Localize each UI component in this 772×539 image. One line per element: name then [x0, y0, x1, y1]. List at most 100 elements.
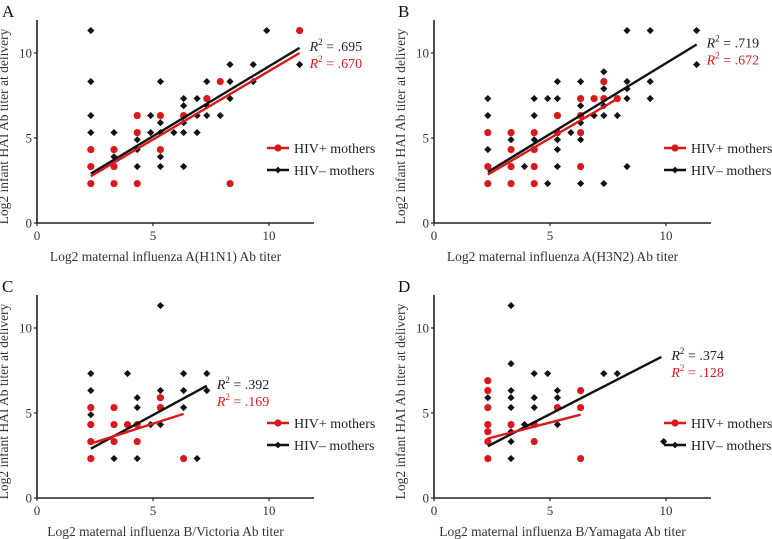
- legend-label-hiv-neg: HIV– mothers: [294, 164, 375, 179]
- data-point-hiv-neg: [156, 153, 165, 161]
- data-point-hiv-neg: [156, 77, 165, 86]
- fit-line-hiv-neg: [90, 46, 301, 175]
- data-point-hiv-neg: [577, 102, 585, 110]
- data-point-hiv-pos: [484, 403, 492, 412]
- fit-line-hiv-pos: [90, 412, 184, 445]
- data-point-hiv-pos: [507, 179, 515, 188]
- data-point-hiv-pos: [553, 111, 562, 120]
- data-point-hiv-pos: [133, 128, 141, 137]
- legend-marker-hiv-pos: [671, 144, 679, 152]
- data-point-hiv-neg: [544, 369, 552, 378]
- data-point-hiv-neg: [646, 77, 654, 86]
- data-point-hiv-neg: [180, 128, 188, 137]
- r2-label-hiv-neg: R2 = .374: [670, 346, 723, 364]
- data-point-hiv-pos: [87, 403, 95, 412]
- data-point-hiv-neg: [600, 369, 608, 378]
- series-hiv-pos-points: [484, 377, 585, 463]
- data-point-hiv-neg: [613, 111, 621, 120]
- series-hiv-pos-points: [87, 26, 304, 188]
- x-axis-title: Log2 maternal influenza B/Yamagata Ab ti…: [439, 524, 686, 539]
- panel-d: D 0 5 10 0 5 10 Log2 maternal influenza B/Yamag…: [393, 277, 772, 539]
- data-point-hiv-neg: [520, 420, 529, 429]
- data-point-hiv-neg: [530, 94, 538, 103]
- data-point-hiv-neg: [507, 301, 515, 310]
- x-tick-label: 0: [34, 503, 41, 518]
- data-point-hiv-neg: [577, 136, 585, 144]
- x-tick-label: 0: [431, 228, 438, 243]
- legend: HIV+ mothers HIV– mothers: [664, 417, 772, 454]
- data-point-hiv-pos: [590, 94, 598, 103]
- x-tick-label: 5: [547, 228, 554, 243]
- data-point-hiv-neg: [156, 119, 165, 127]
- data-point-hiv-pos: [87, 420, 95, 429]
- data-point-hiv-neg: [170, 128, 178, 137]
- legend-label-hiv-pos: HIV+ mothers: [294, 417, 375, 432]
- data-point-hiv-pos: [577, 386, 585, 395]
- data-point-hiv-neg: [484, 394, 492, 402]
- fit-line-hiv-pos: [487, 413, 581, 440]
- data-point-hiv-neg: [203, 386, 211, 395]
- data-point-hiv-neg: [553, 394, 562, 402]
- data-point-hiv-neg: [156, 301, 165, 310]
- data-point-hiv-neg: [203, 77, 211, 86]
- r2-label-hiv-neg: R2 = .392: [216, 375, 269, 393]
- data-point-hiv-neg: [87, 26, 95, 35]
- data-point-hiv-neg: [193, 454, 201, 463]
- x-tick-label: 5: [150, 503, 157, 518]
- data-point-hiv-pos: [203, 94, 211, 103]
- data-point-hiv-pos: [577, 94, 585, 103]
- data-point-hiv-neg: [147, 128, 155, 137]
- y-tick-label: 0: [423, 491, 430, 506]
- fit-line-hiv-neg: [487, 43, 698, 174]
- legend-marker-hiv-neg: [671, 166, 679, 174]
- y-tick-label: 0: [26, 216, 33, 231]
- legend-marker-hiv-neg: [274, 166, 282, 174]
- data-point-hiv-neg: [600, 179, 608, 188]
- series-hiv-neg-points: [484, 301, 668, 463]
- data-point-hiv-pos: [484, 162, 492, 171]
- data-point-hiv-neg: [613, 369, 621, 378]
- data-point-hiv-pos: [87, 179, 95, 188]
- data-point-hiv-neg: [87, 411, 95, 419]
- series-hiv-pos-points: [87, 394, 188, 463]
- data-point-hiv-neg: [133, 162, 141, 171]
- data-point-hiv-neg: [110, 153, 118, 161]
- legend-marker-hiv-pos: [671, 419, 679, 427]
- data-point-hiv-neg: [507, 403, 515, 412]
- data-point-hiv-neg: [180, 162, 188, 171]
- data-point-hiv-neg: [693, 26, 701, 35]
- y-tick-label: 10: [19, 321, 32, 336]
- y-tick-label: 10: [19, 46, 32, 61]
- fit-line-hiv-pos: [487, 97, 618, 176]
- data-point-hiv-pos: [156, 394, 165, 402]
- data-point-hiv-pos: [180, 454, 188, 463]
- data-point-hiv-pos: [484, 454, 492, 463]
- data-point-hiv-neg: [133, 136, 141, 144]
- data-point-hiv-pos: [577, 128, 585, 137]
- legend-label-hiv-pos: HIV+ mothers: [691, 417, 772, 432]
- data-point-hiv-neg: [110, 128, 118, 137]
- data-point-hiv-pos: [110, 179, 118, 188]
- data-point-hiv-neg: [507, 360, 515, 368]
- panel-b: B 0 5 10 0 5 10 Log2 maternal influenza A(H3N2)…: [393, 2, 772, 264]
- data-point-hiv-neg: [484, 111, 492, 120]
- panel-letter: B: [398, 2, 409, 21]
- data-point-hiv-neg: [553, 420, 562, 429]
- r2-label-hiv-pos: R2 = .169: [216, 392, 269, 410]
- x-tick-label: 5: [150, 228, 157, 243]
- data-point-hiv-pos: [87, 162, 95, 171]
- x-axis-title: Log2 maternal influenza A(H1N1) Ab titer: [50, 249, 282, 264]
- y-axis-title: Log2 infant HAI Ab titer at delivery: [0, 28, 11, 224]
- legend-label-hiv-pos: HIV+ mothers: [294, 142, 375, 157]
- data-point-hiv-pos: [577, 403, 585, 412]
- data-point-hiv-neg: [110, 454, 118, 463]
- data-point-hiv-neg: [133, 403, 141, 412]
- panel-letter: A: [2, 2, 15, 21]
- data-point-hiv-neg: [623, 162, 631, 171]
- data-point-hiv-pos: [87, 454, 95, 463]
- data-point-hiv-neg: [180, 102, 188, 110]
- y-tick-label: 5: [26, 131, 33, 146]
- data-point-hiv-neg: [623, 77, 631, 86]
- y-axis-title: Log2 infant HAI Ab titer at delivery: [0, 303, 11, 499]
